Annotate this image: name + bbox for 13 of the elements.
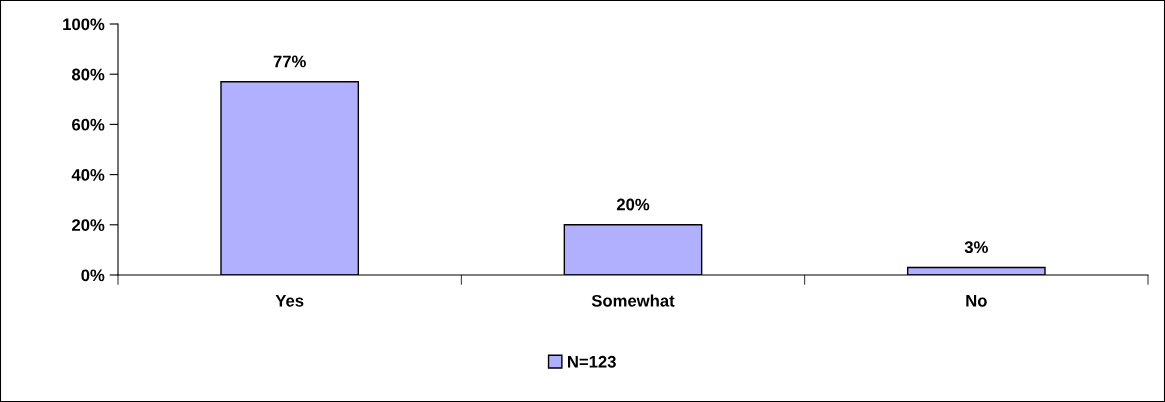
x-tick-label: No xyxy=(966,295,987,307)
y-tick-label: 80% xyxy=(71,68,105,81)
text: 20% xyxy=(616,198,650,211)
legend-label: N=123 xyxy=(567,355,616,368)
y-tick-label: 20% xyxy=(72,219,105,231)
y-tick-label: 0% xyxy=(81,269,105,282)
text: 77% xyxy=(273,55,306,68)
y-tick-label: 40% xyxy=(71,169,105,181)
text: 3% xyxy=(964,241,988,254)
y-tick-label: 100% xyxy=(63,18,105,31)
y-tick-label: 60% xyxy=(72,118,105,131)
x-tick-label: Yes xyxy=(275,295,304,307)
x-tick-label: Somewhat xyxy=(591,294,675,307)
